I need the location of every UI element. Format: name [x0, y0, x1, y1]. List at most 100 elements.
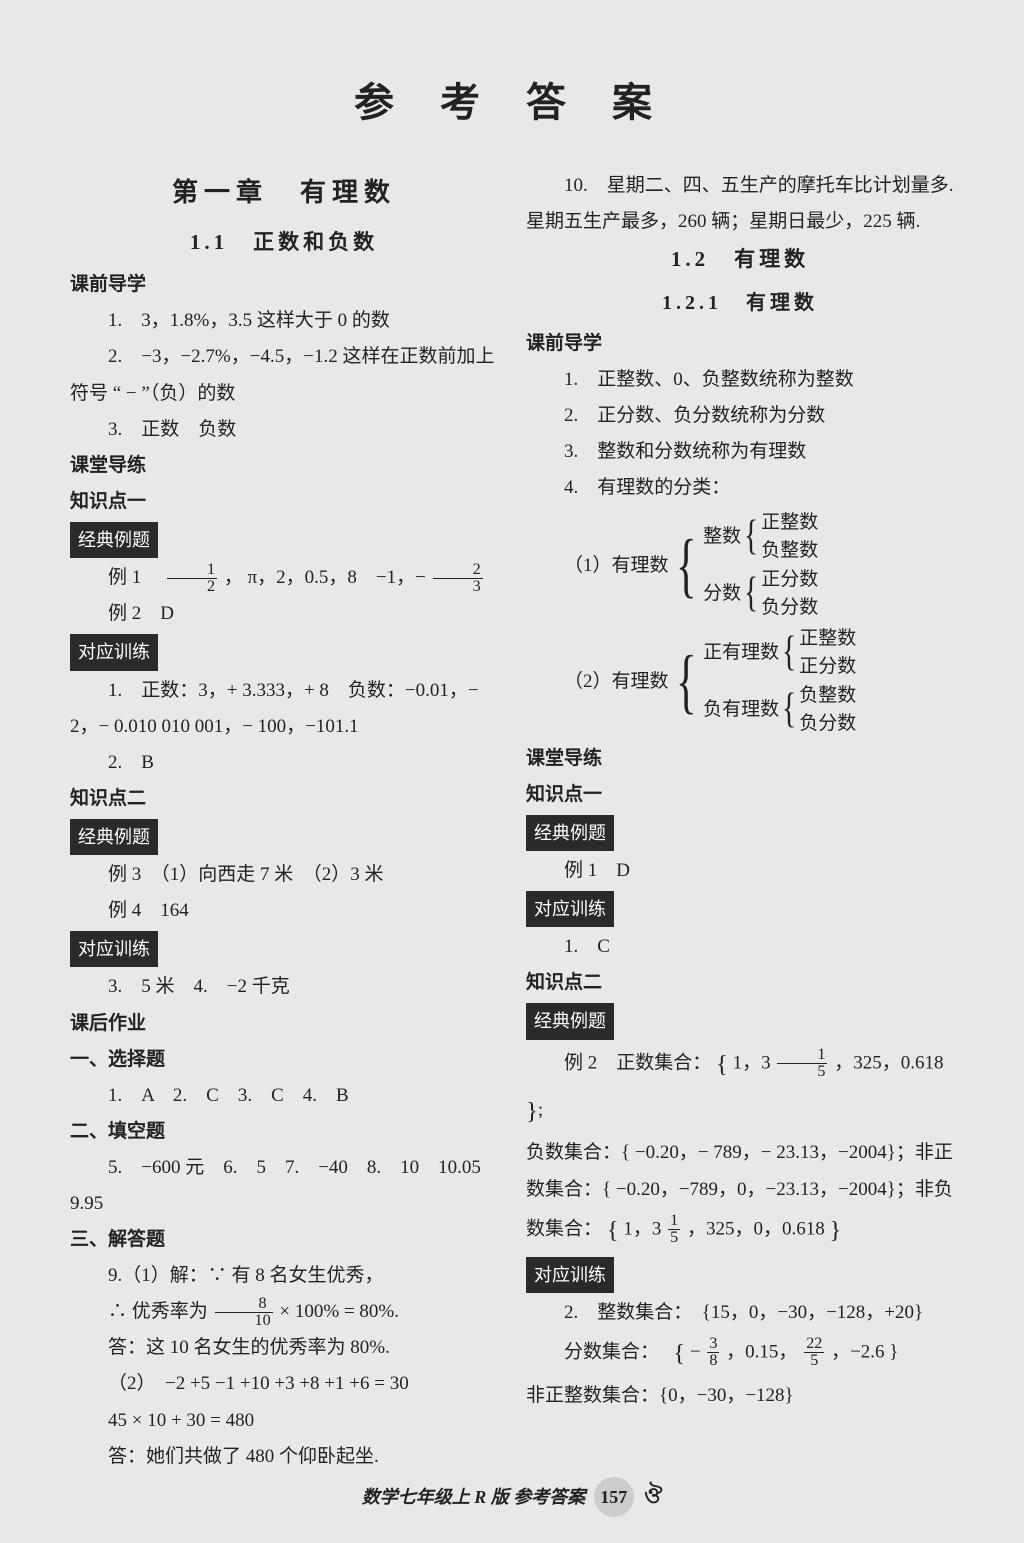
b1b1: 正分数 [761, 566, 818, 595]
example1: 例 1 12 ， π，2，0.5，8 −1，− 23 [70, 560, 498, 596]
left-column: 第一章 有理数 1.1 正数和负数 课前导学 1. 3，1.8%，3.5 这样大… [70, 168, 498, 1475]
pre-line2: 2. −3，−2.7%，−4.5，−1.2 这样在正数前加上符号 “ − ”（负… [70, 339, 498, 411]
example3: 例 3 （1）向西走 7 米 （2）3 米 [70, 857, 498, 893]
preclass-head: 课前导学 [70, 267, 498, 303]
q9b: ∴ 优秀率为 810 × 100% = 80%. [70, 1294, 498, 1330]
page-title: 参 考 答 案 [70, 70, 954, 128]
b1b: 分数 [703, 580, 741, 609]
page-number: 157 [594, 1477, 634, 1517]
pre-line1: 1. 3，1.8%，3.5 这样大于 0 的数 [70, 303, 498, 339]
kp1-head: 知识点一 [70, 484, 498, 520]
r-d1: 1. C [526, 929, 954, 965]
classic-tag-2: 经典例题 [70, 819, 158, 855]
b1a2: 负整数 [761, 537, 818, 566]
q9f: 答：她们共做了 480 个仰卧起坐. [70, 1439, 498, 1475]
r-kp2-head: 知识点二 [526, 965, 954, 1001]
frac-3-8: 38 [707, 1336, 719, 1369]
frac-1-2: 12 [167, 562, 217, 595]
r-drill-tag: 对应训练 [526, 891, 614, 927]
brace-icon: { [675, 662, 696, 702]
drill-tag-2: 对应训练 [70, 931, 158, 967]
inclass-head: 课堂导练 [70, 448, 498, 484]
example4: 例 4 164 [70, 893, 498, 929]
b2a: 正有理数 [703, 639, 779, 668]
drill3: 3. 5 米 4. −2 千克 [70, 969, 498, 1005]
b2b2: 负分数 [799, 710, 856, 739]
brace-icon: { [744, 579, 758, 608]
right-column: 10. 星期二、四、五生产的摩托车比计划量多. 星期五生产最多，260 辆；星期… [526, 168, 954, 1475]
r-subsection: 1.2.1 有理数 [526, 284, 954, 322]
q9d: （2） −2 +5 −1 +10 +3 +8 +1 +6 = 30 [70, 1366, 498, 1402]
hw-select: 1. A 2. C 3. C 4. B [70, 1078, 498, 1114]
ex1-b: ， π，2，0.5，8 −1，− [224, 567, 426, 588]
hw-head: 课后作业 [70, 1006, 498, 1042]
r-inclass-head: 课堂导练 [526, 741, 954, 777]
r-ex2b: 负数集合：{ −0.20，− 789，− 23.13，−2004}；非正数集合：… [526, 1135, 954, 1254]
fill-head: 二、填空题 [70, 1114, 498, 1150]
b1a1: 正整数 [761, 509, 818, 538]
example2: 例 2 D [70, 596, 498, 632]
decoration-icon: ঔ [644, 1479, 662, 1516]
kp2-head: 知识点二 [70, 781, 498, 817]
r-ex2b-set2: ，325，0，0.618 [687, 1218, 825, 1239]
frac-2-3: 23 [433, 562, 483, 595]
classic-tag: 经典例题 [70, 522, 158, 558]
select-head: 一、选择题 [70, 1042, 498, 1078]
r-ex1: 例 1 D [526, 853, 954, 889]
r-ex2a-set2: ，325，0.618 [834, 1052, 943, 1073]
brace-icon: { [675, 546, 696, 586]
chapter-title: 第一章 有理数 [70, 168, 498, 217]
r-d2b-1: 分数集合： [526, 1341, 669, 1362]
footer-mid: R 版 [474, 1487, 513, 1507]
b2b: 负有理数 [703, 696, 779, 725]
b2-lead: （2）有理数 [564, 664, 669, 700]
b2b1: 负整数 [799, 682, 856, 711]
q9a: 9.（1）解：∵ 有 8 名女生优秀， [70, 1258, 498, 1294]
r-top: 10. 星期二、四、五生产的摩托车比计划量多. 星期五生产最多，260 辆；星期… [526, 168, 954, 240]
r-d2b: 分数集合： { − 38 ，0.15， 225 ，−2.6 } 非正整数集合：{… [526, 1331, 954, 1414]
q9e: 45 × 10 + 30 = 480 [70, 1403, 498, 1439]
drill2: 2. B [70, 745, 498, 781]
page: 参 考 答 案 第一章 有理数 1.1 正数和负数 课前导学 1. 3，1.8%… [0, 0, 1024, 1543]
rp4: 4. 有理数的分类： [526, 470, 954, 506]
ex1-a: 例 1 [108, 567, 160, 588]
b1b2: 负分数 [761, 594, 818, 623]
q9b-1: ∴ 优秀率为 [108, 1301, 213, 1322]
hw-fill: 5. −600 元 6. 5 7. −40 8. 10 10.05 9.95 [70, 1150, 498, 1222]
drill1: 1. 正数：3，+ 3.333，+ 8 负数：−0.01，− 2，− 0.010… [70, 673, 498, 745]
brace-block-2: （2）有理数 { 正有理数 { 正整数正分数 负有理数 { 负整数负分数 [564, 625, 954, 739]
frac-8-10: 810 [215, 1296, 273, 1329]
r-classic-tag-2: 经典例题 [526, 1003, 614, 1039]
solve-head: 三、解答题 [70, 1222, 498, 1258]
b1-content: 整数 { 正整数负整数 分数 { 正分数负分数 [703, 509, 818, 623]
footer-right: 参考答案 [513, 1487, 585, 1507]
b1a: 整数 [703, 523, 741, 552]
r-d2a: 2. 整数集合： {15，0，−30，−128，+20} [526, 1295, 954, 1331]
drill-tag: 对应训练 [70, 634, 158, 670]
r-kp1-head: 知识点一 [526, 777, 954, 813]
b2a2: 正分数 [799, 653, 856, 682]
q9b-2: × 100% = 80%. [279, 1301, 399, 1322]
rp2: 2. 正分数、负分数统称为分数 [526, 398, 954, 434]
brace-icon: { [782, 638, 796, 667]
brace-icon: { [744, 522, 758, 551]
section-title: 1.1 正数和负数 [70, 223, 498, 263]
r-ex2b-set: 1，3 [623, 1218, 666, 1239]
pre-line3: 3. 正数 负数 [70, 412, 498, 448]
r-d2b-set3: ，−2.6 [831, 1341, 884, 1362]
b1-lead: （1）有理数 [564, 548, 669, 584]
frac-1-5b: 15 [668, 1213, 680, 1246]
rp3: 3. 整数和分数统称为有理数 [526, 434, 954, 470]
r-classic-tag: 经典例题 [526, 815, 614, 851]
q9c: 答：这 10 名女生的优秀率为 80%. [70, 1330, 498, 1366]
r-d2b-set2: ，0.15， [726, 1341, 797, 1362]
columns: 第一章 有理数 1.1 正数和负数 课前导学 1. 3，1.8%，3.5 这样大… [70, 168, 954, 1475]
footer-left: 数学七年级上 [362, 1487, 470, 1507]
rp1: 1. 正整数、0、负整数统称为整数 [526, 362, 954, 398]
frac-1-5: 15 [777, 1047, 827, 1080]
r-d2b-set: − [690, 1341, 705, 1362]
frac-22-5: 225 [804, 1336, 824, 1369]
r-ex2a-1: 例 2 正数集合： [564, 1052, 711, 1073]
b2-content: 正有理数 { 正整数正分数 负有理数 { 负整数负分数 [703, 625, 856, 739]
brace-icon: { [782, 695, 796, 724]
